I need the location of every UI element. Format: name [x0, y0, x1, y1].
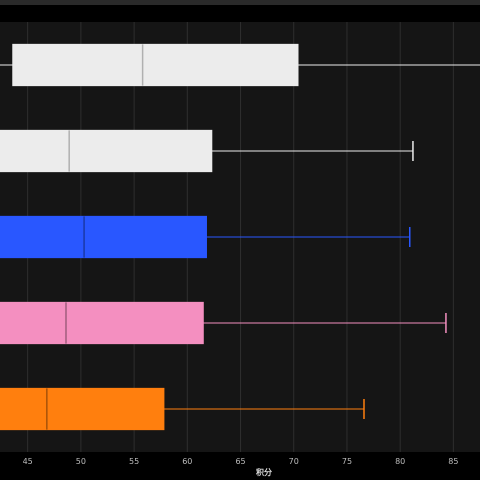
top-bar	[0, 0, 480, 5]
x-tick-label: 70	[289, 457, 299, 466]
box-series-4	[0, 301, 447, 345]
box-iqr	[0, 387, 165, 431]
x-tick-label: 65	[235, 457, 245, 466]
x-axis-title: 积分	[256, 467, 272, 477]
x-tick-label: 85	[448, 457, 458, 466]
x-tick-label: 80	[395, 457, 405, 466]
box-series-3	[0, 215, 411, 259]
box-iqr	[12, 43, 299, 87]
x-tick-label: 45	[23, 457, 33, 466]
x-tick-label: 75	[342, 457, 352, 466]
box-iqr	[0, 215, 207, 259]
x-axis-ticks: 45 50 55 60 65 70 75 80 85	[23, 457, 459, 466]
box-series-2	[0, 129, 414, 173]
box-series-5	[0, 387, 365, 431]
x-tick-label: 60	[182, 457, 192, 466]
box-series	[0, 43, 480, 431]
box-iqr	[0, 129, 213, 173]
x-tick-label: 50	[76, 457, 86, 466]
box-iqr	[0, 301, 204, 345]
x-tick-label: 55	[129, 457, 139, 466]
box-series-1	[0, 43, 480, 87]
